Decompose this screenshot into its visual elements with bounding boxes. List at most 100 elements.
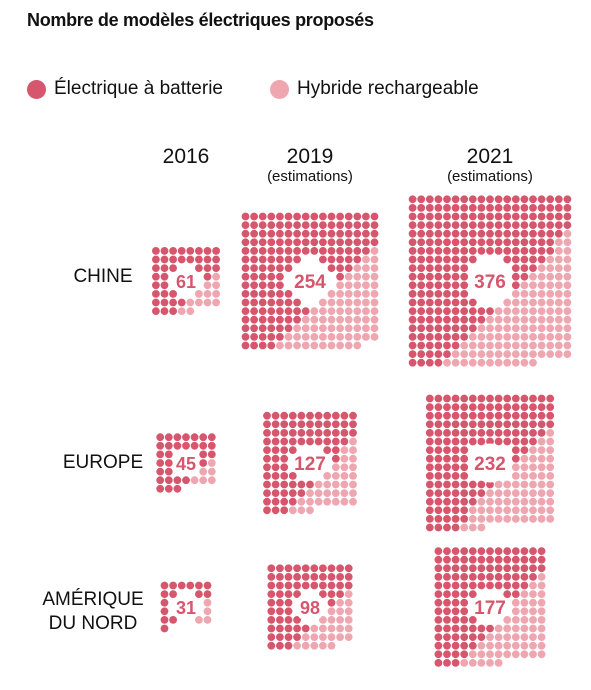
dot-phev (297, 497, 306, 506)
dot-bev (288, 411, 297, 420)
dot-bev (434, 480, 443, 489)
dot-bev (301, 238, 310, 247)
dot-bev (284, 564, 293, 573)
dot-bev (156, 459, 165, 467)
dot-phev (203, 298, 212, 307)
dot-phev (314, 489, 323, 497)
dot-phev (529, 298, 537, 307)
dot-bev (503, 429, 512, 437)
dot-phev (537, 341, 546, 350)
dot-phev (186, 307, 195, 315)
dot-bev (537, 403, 546, 411)
dot-bev (306, 420, 314, 429)
dot-bev (468, 403, 477, 411)
dot-bev (336, 229, 344, 238)
dot-bev (408, 307, 417, 315)
dot-bev (529, 573, 537, 581)
dot-phev (327, 641, 336, 650)
dot-phev (486, 315, 494, 324)
dot-bev (241, 315, 250, 324)
dot-phev (370, 333, 379, 341)
dot-phev (563, 290, 572, 298)
dot-bev (503, 555, 512, 564)
dot-bev (186, 255, 195, 264)
dot-bev (258, 238, 267, 247)
dot-bev (477, 307, 486, 315)
dot-bev (344, 221, 353, 230)
dot-phev (529, 272, 537, 281)
dot-phev (546, 497, 555, 506)
dot-phev (494, 315, 503, 324)
dot-bev (288, 446, 297, 454)
dot-phev (520, 641, 529, 650)
dot-phev (353, 324, 362, 333)
dot-phev (327, 290, 336, 298)
dot-bev (169, 590, 178, 598)
dot-phev (301, 641, 310, 650)
dot-bev (331, 411, 340, 420)
dot-bev (284, 324, 293, 333)
dot-phev (212, 281, 221, 290)
dot-bev (486, 204, 494, 212)
dot-phev (503, 489, 512, 497)
dot-bev (408, 341, 417, 350)
dot-bev (284, 221, 293, 230)
dot-bev (349, 411, 357, 420)
dot-phev (293, 641, 301, 650)
dot-phev (477, 650, 486, 659)
dot-bev (434, 290, 443, 298)
dot-bev (212, 247, 221, 255)
dot-bev (327, 229, 336, 238)
dot-bev (443, 264, 451, 272)
dot-bev (477, 547, 486, 555)
dot-bev (301, 624, 310, 633)
dot-bev (323, 420, 332, 429)
dot-bev (408, 350, 417, 358)
dot-phev (362, 290, 370, 298)
dot-bev (511, 420, 520, 429)
dot-phev (301, 341, 310, 350)
dot-bev (451, 659, 460, 667)
dot-phev (336, 633, 344, 641)
dot-bev (327, 573, 336, 581)
dot-phev (537, 437, 546, 446)
dot-bev (271, 420, 280, 429)
dot-phev (563, 298, 572, 307)
dot-phev (370, 307, 379, 315)
dot-bev (520, 411, 529, 420)
dot-bev (241, 272, 250, 281)
dot-phev (284, 341, 293, 350)
dot-phev (460, 523, 469, 532)
dot-bev (503, 238, 512, 247)
dot-bev (241, 264, 250, 272)
dot-bev (477, 633, 486, 641)
dot-bev (408, 221, 417, 230)
dot-bev (468, 324, 477, 333)
dot-phev (319, 333, 327, 341)
dot-phev (537, 590, 546, 598)
dot-bev (276, 641, 284, 650)
dot-bev (164, 476, 173, 485)
dot-bev (271, 446, 280, 454)
dot-bev (284, 624, 293, 633)
dot-phev (301, 315, 310, 324)
dot-bev (451, 497, 460, 506)
dot-bev (443, 650, 451, 659)
dot-bev (173, 484, 182, 493)
dot-phev (336, 324, 344, 333)
dot-phev (340, 446, 349, 454)
dot-bev (434, 523, 443, 532)
dot-bev (434, 641, 443, 650)
dot-phev (494, 358, 503, 367)
dot-bev (241, 298, 250, 307)
dot-bev (434, 281, 443, 290)
dot-phev (327, 298, 336, 307)
dot-bev (451, 255, 460, 264)
dot-phev (349, 437, 357, 446)
dot-phev (511, 497, 520, 506)
dot-phev (301, 633, 310, 641)
dot-bev (503, 573, 512, 581)
dot-bev (443, 581, 451, 590)
dot-bev (434, 403, 443, 411)
dot-bev (443, 272, 451, 281)
